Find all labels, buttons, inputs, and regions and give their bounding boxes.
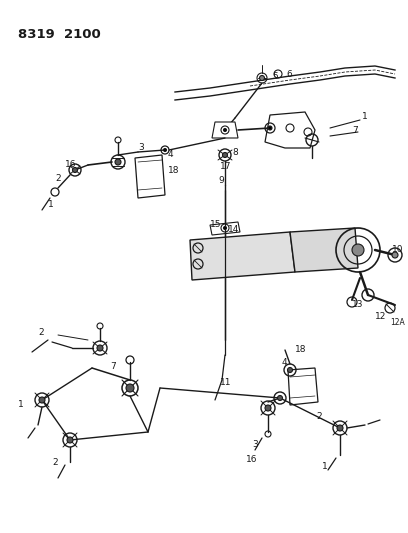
Text: 16: 16 [246,455,257,464]
Text: 4: 4 [282,358,288,367]
Circle shape [126,384,134,392]
Polygon shape [265,112,315,148]
Circle shape [97,345,103,351]
Text: 1: 1 [18,400,24,409]
Text: 17: 17 [220,162,231,171]
Circle shape [224,227,226,230]
Circle shape [67,437,73,443]
Text: 3: 3 [252,440,258,449]
Text: 15: 15 [210,220,222,229]
Circle shape [265,405,271,411]
Circle shape [337,425,343,431]
Circle shape [392,252,398,258]
Text: 16: 16 [65,160,77,169]
Text: 8: 8 [232,148,238,157]
Polygon shape [290,228,358,272]
Polygon shape [190,232,295,280]
Text: 11: 11 [220,378,231,387]
Text: 8319  2100: 8319 2100 [18,28,101,41]
Text: 4: 4 [168,150,174,159]
Circle shape [115,159,121,165]
Text: 14: 14 [228,225,239,234]
Text: 2: 2 [38,328,44,337]
Text: 1: 1 [48,200,54,209]
Circle shape [268,126,272,130]
Circle shape [224,128,226,132]
Text: 9: 9 [218,176,224,185]
Circle shape [277,395,282,400]
Circle shape [39,397,45,403]
Text: 13: 13 [352,300,364,309]
Circle shape [164,149,166,151]
Polygon shape [212,122,238,138]
Circle shape [352,244,364,256]
Text: 6: 6 [286,70,292,79]
Polygon shape [135,155,165,198]
Polygon shape [288,368,318,405]
Text: 1: 1 [322,462,328,471]
Text: 18: 18 [168,166,180,175]
Text: 7: 7 [110,362,116,371]
Text: 2: 2 [316,412,322,421]
Text: 7: 7 [352,126,358,135]
Text: 3: 3 [138,143,144,152]
Text: 5: 5 [272,72,278,81]
Circle shape [73,167,78,173]
Text: 18: 18 [295,345,306,354]
Text: 1: 1 [362,112,368,121]
Circle shape [288,367,293,373]
Polygon shape [210,222,240,235]
Circle shape [222,152,228,157]
Text: 2: 2 [55,174,61,183]
Circle shape [259,76,264,80]
Text: 10: 10 [392,245,404,254]
Text: 12: 12 [375,312,386,321]
Text: 12A: 12A [390,318,405,327]
Text: 2: 2 [52,458,58,467]
